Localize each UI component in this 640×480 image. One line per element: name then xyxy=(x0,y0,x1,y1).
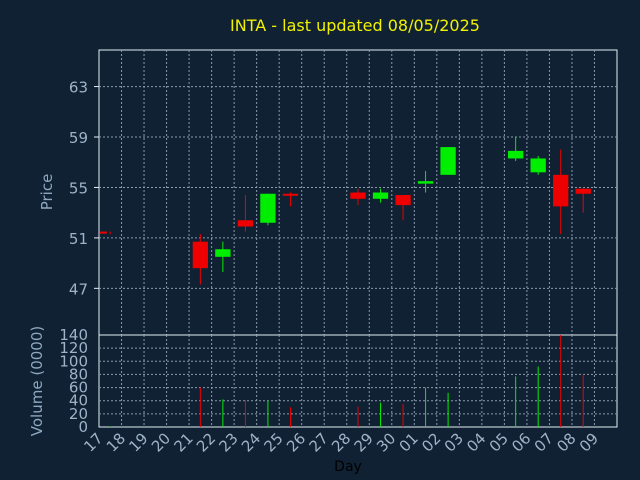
candle-body xyxy=(440,147,456,175)
volume-tick-label: 80 xyxy=(69,365,88,383)
price-tick-label: 55 xyxy=(69,179,88,197)
candle-body xyxy=(282,193,299,196)
price-tick-label: 51 xyxy=(69,230,88,248)
volume-tick-label: 40 xyxy=(69,392,88,410)
price-tick-label: 63 xyxy=(69,79,88,97)
volume-tick-label: 100 xyxy=(59,352,88,370)
candle-body xyxy=(372,192,389,199)
candle-body xyxy=(215,249,231,257)
volume-tick-label: 60 xyxy=(69,379,88,397)
x-axis-label: Day xyxy=(334,459,362,475)
price-gridlines xyxy=(99,50,617,335)
chart-title: INTA - last updated 08/05/2025 xyxy=(230,16,480,35)
candle-body xyxy=(395,195,411,206)
price-tick-label: 59 xyxy=(69,129,88,147)
volume-tick-label: 140 xyxy=(59,326,88,344)
price-y-tick-labels: 47 51 55 59 63 xyxy=(69,79,99,298)
candle-body xyxy=(417,181,434,184)
volume-tick-label: 20 xyxy=(69,405,88,423)
candle-body xyxy=(237,220,254,227)
candle-body xyxy=(530,158,546,173)
candle-body xyxy=(553,174,569,207)
volume-gridlines xyxy=(99,335,617,427)
price-axis-label: Price xyxy=(38,174,56,211)
candle-body xyxy=(260,193,276,223)
candle-body xyxy=(100,231,107,234)
candle-body xyxy=(575,188,591,194)
volume-bars xyxy=(109,335,584,427)
volume-tick-label: 120 xyxy=(59,339,88,357)
volume-tick-label: 0 xyxy=(78,418,88,436)
price-candles xyxy=(100,137,591,285)
candle-body xyxy=(507,150,524,159)
price-tick-label: 47 xyxy=(69,280,88,298)
volume-axis-label: Volume (0000) xyxy=(28,326,46,436)
x-tick-label: 09 xyxy=(576,429,602,455)
candle-body xyxy=(350,192,366,199)
candle-body xyxy=(192,241,209,269)
x-tick-labels: 1718192021222324252627282930010203040506… xyxy=(80,429,602,455)
